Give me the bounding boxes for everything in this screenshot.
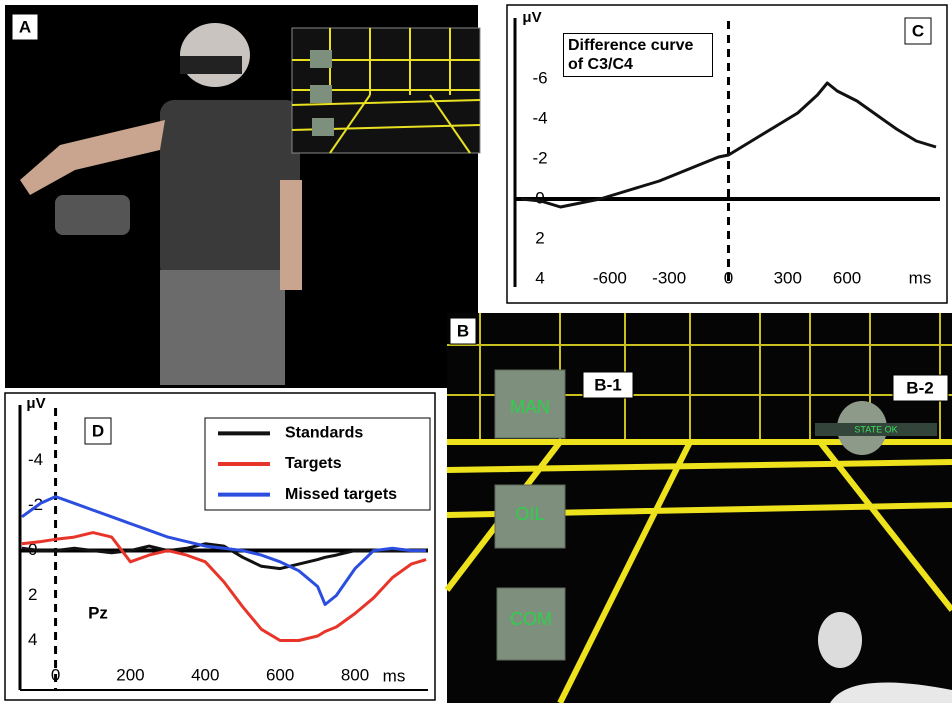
status-text: STATE OK [854, 424, 897, 434]
figure: A MAN OIL COM STATE OK B B-1 B-2 -6-4-20… [0, 0, 952, 703]
trousers [160, 270, 285, 385]
legend-label: Standards [285, 425, 363, 442]
inset-cube [312, 118, 334, 136]
legend-label: Targets [285, 455, 342, 472]
x-axis-label: ms [383, 666, 406, 685]
x-tick-label: -600 [593, 268, 627, 287]
x-tick-label: 800 [341, 665, 369, 684]
panel-label: A [19, 17, 31, 36]
x-tick-label: -300 [652, 268, 686, 287]
y-tick-label: 2 [28, 585, 37, 604]
tag-label: B-2 [906, 378, 933, 397]
head [180, 23, 250, 87]
armrest [55, 195, 130, 235]
y-tick-label: -4 [28, 450, 43, 469]
x-tick-label: 600 [833, 268, 861, 287]
body: A MAN OIL COM STATE OK B B-1 B-2 -6-4-20… [0, 0, 952, 703]
cube-label: MAN [510, 397, 550, 417]
cube-label: OIL [515, 504, 544, 524]
panel-label: C [912, 21, 924, 40]
goggles [180, 56, 242, 74]
x-tick-label: 300 [774, 268, 802, 287]
x-tick-label: 600 [266, 665, 294, 684]
y-tick-label: -4 [532, 108, 547, 127]
x-tick-label: 400 [191, 665, 219, 684]
y-axis-label: μV [522, 9, 541, 26]
arm-right [280, 180, 302, 290]
panel-label: B [457, 321, 469, 340]
y-tick-label: -2 [532, 148, 547, 167]
x-axis-label: ms [909, 268, 932, 287]
y-tick-label: 4 [28, 630, 37, 649]
y-tick-label: -6 [532, 68, 547, 87]
inset-cube [310, 85, 332, 103]
y-axis-label: μV [26, 395, 45, 412]
y-tick-label: 2 [535, 228, 544, 247]
annotation: Pz [88, 603, 108, 622]
legend-label: Missed targets [285, 486, 397, 503]
tag-label: B-1 [594, 375, 621, 394]
chart-title: Difference curve of C3/C4 [563, 33, 713, 77]
panel-label: D [92, 421, 104, 440]
inset-cube [310, 50, 332, 68]
vest [160, 100, 300, 280]
virtual-hand [818, 612, 862, 668]
y-tick-label: 4 [535, 268, 544, 287]
x-tick-label: 200 [116, 665, 144, 684]
cube-label: COM [510, 609, 552, 629]
page: {"panels": { "a": {"label": "A"}, "b": {… [0, 0, 952, 703]
